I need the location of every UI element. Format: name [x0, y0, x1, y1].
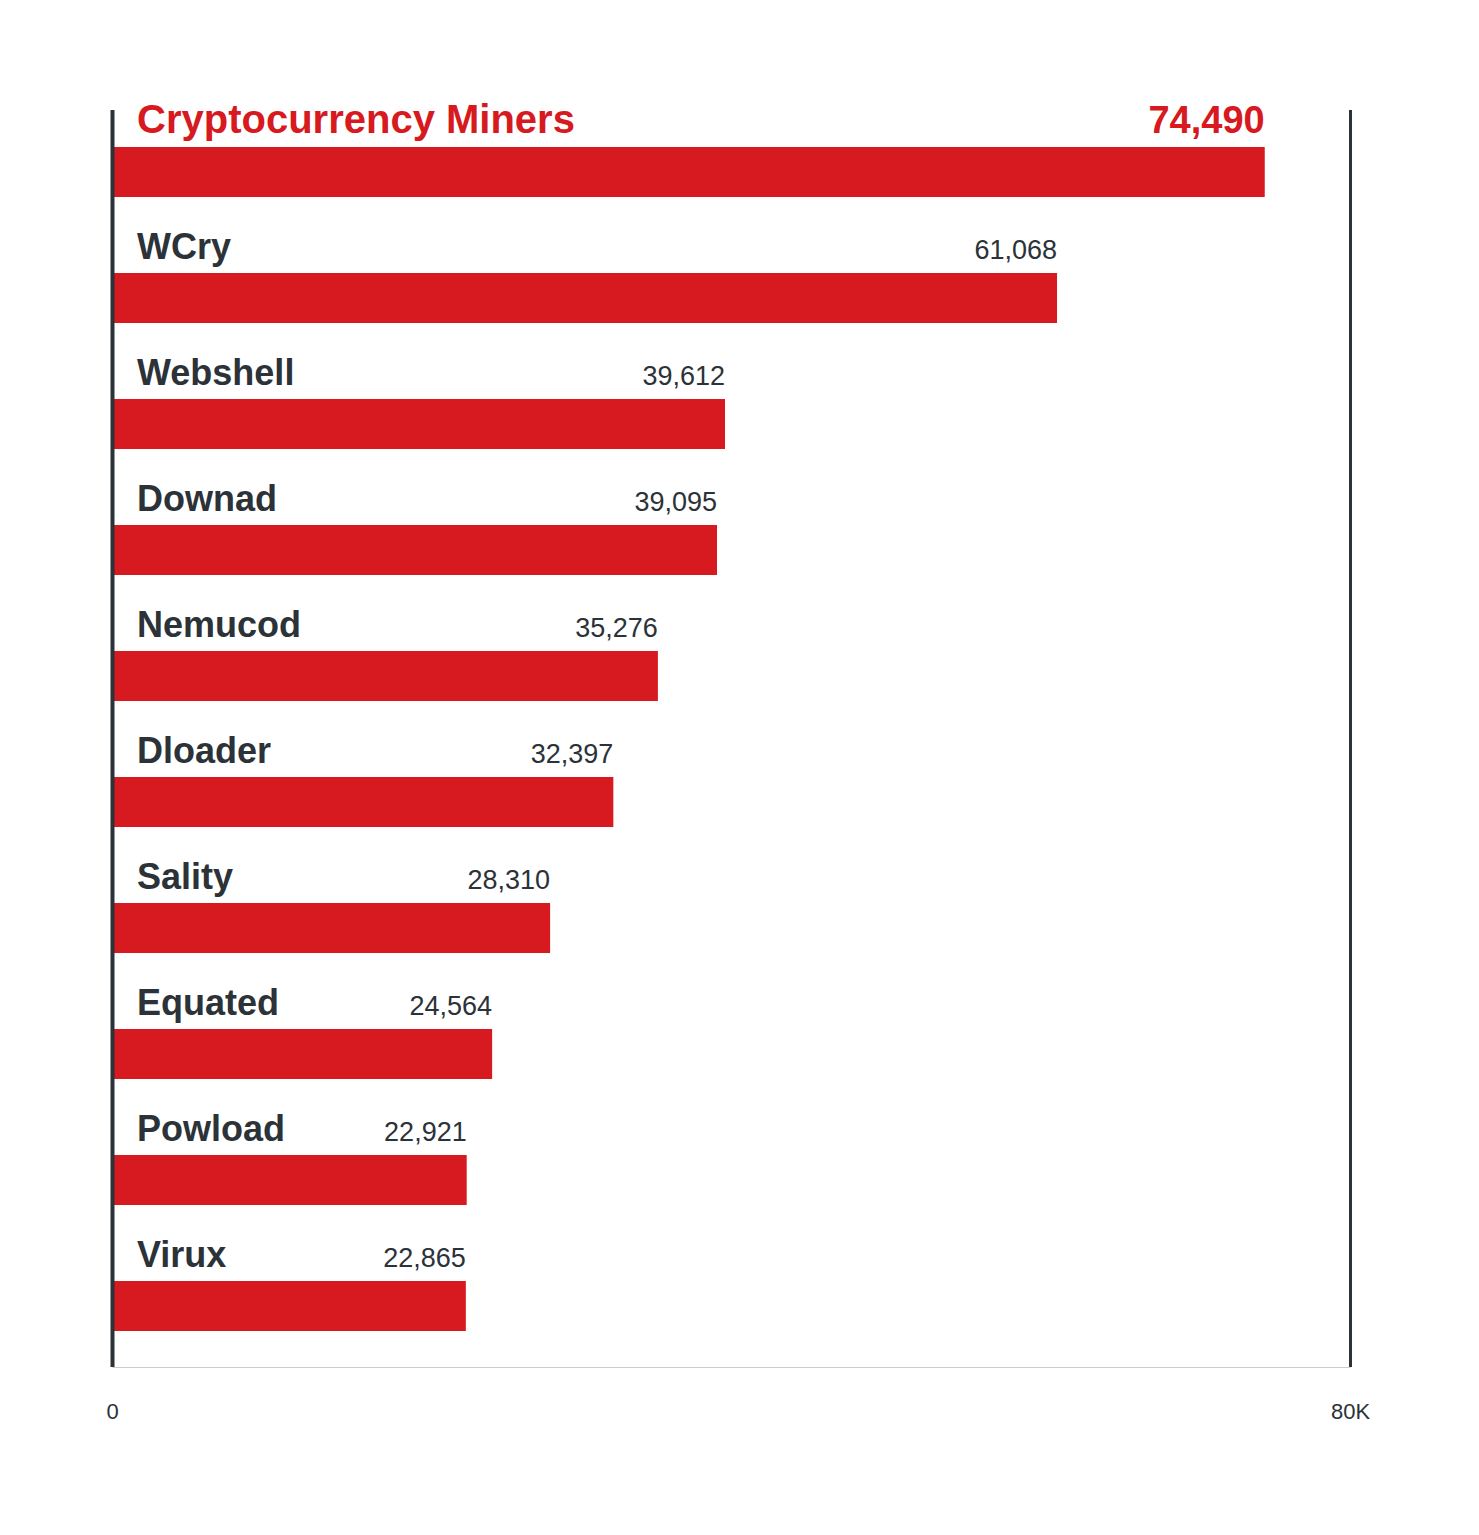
data-label: 32,397	[531, 739, 614, 769]
bar	[112, 1281, 466, 1331]
data-label: 61,068	[974, 235, 1057, 265]
category-labels: Cryptocurrency Miners WCry Webshell Downad N…	[137, 97, 575, 1275]
category-label: Dloader	[137, 730, 271, 771]
category-label: Webshell	[137, 352, 294, 393]
data-label: 39,095	[634, 487, 717, 517]
tick-label: 80K	[1331, 1399, 1370, 1424]
bar	[112, 651, 658, 701]
data-labels: 74,490 61,068 39,612 39,095 35,276 32,397 28,3…	[383, 99, 1264, 1273]
data-label: 22,921	[384, 1117, 467, 1147]
bar	[112, 1029, 492, 1079]
data-label: 28,310	[468, 865, 551, 895]
bar	[112, 903, 550, 953]
x-axis: 0 80K	[106, 110, 1370, 1424]
category-label: Sality	[137, 856, 233, 897]
tick-line	[1349, 110, 1352, 1367]
category-label: WCry	[137, 226, 231, 267]
bar	[112, 399, 725, 449]
axis-line	[113, 1367, 1351, 1368]
data-label: 24,564	[410, 991, 493, 1021]
category-label: Equated	[137, 982, 279, 1023]
tick: 80K	[1331, 110, 1370, 1424]
data-label: 39,612	[642, 361, 725, 391]
bar	[112, 147, 1265, 197]
bar	[112, 1155, 467, 1205]
bars	[112, 147, 1265, 1331]
tick-label: 0	[106, 1399, 118, 1424]
category-label: Virux	[137, 1234, 226, 1275]
tick-line	[111, 110, 115, 1367]
category-label: Nemucod	[137, 604, 301, 645]
bar	[112, 273, 1057, 323]
tick: 0	[106, 110, 118, 1424]
category-label: Downad	[137, 478, 277, 519]
data-label: 22,865	[383, 1243, 466, 1273]
chart: 0 80K Cryptocurrency Miners WCry Webshell Dow…	[0, 0, 1479, 1535]
bar	[112, 777, 613, 827]
data-label: 74,490	[1148, 99, 1264, 141]
data-label: 35,276	[575, 613, 658, 643]
category-label: Cryptocurrency Miners	[137, 97, 575, 141]
category-label: Powload	[137, 1108, 285, 1149]
bar	[112, 525, 717, 575]
